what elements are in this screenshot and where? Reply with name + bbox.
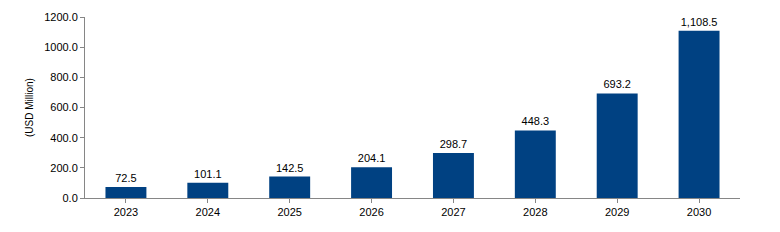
svg-text:2024: 2024: [196, 206, 220, 218]
svg-text:2030: 2030: [687, 206, 711, 218]
svg-text:(USD Million): (USD Million): [24, 78, 35, 137]
svg-text:400.0: 400.0: [50, 132, 78, 144]
svg-text:0.0: 0.0: [63, 192, 78, 204]
svg-text:142.5: 142.5: [276, 162, 304, 174]
svg-text:448.3: 448.3: [522, 115, 550, 127]
svg-text:1000.0: 1000.0: [44, 41, 78, 53]
svg-text:204.1: 204.1: [358, 152, 386, 164]
svg-text:101.1: 101.1: [194, 168, 222, 180]
svg-text:2029: 2029: [605, 206, 629, 218]
svg-text:1,108.5: 1,108.5: [681, 16, 718, 28]
svg-text:2026: 2026: [359, 206, 383, 218]
svg-text:693.2: 693.2: [603, 78, 631, 90]
svg-text:2027: 2027: [441, 206, 465, 218]
svg-text:2025: 2025: [277, 206, 301, 218]
svg-text:2028: 2028: [523, 206, 547, 218]
svg-text:200.0: 200.0: [50, 162, 78, 174]
svg-text:800.0: 800.0: [50, 71, 78, 83]
svg-text:72.5: 72.5: [115, 172, 136, 184]
svg-text:600.0: 600.0: [50, 101, 78, 113]
svg-text:298.7: 298.7: [440, 138, 468, 150]
svg-text:1200.0: 1200.0: [44, 11, 78, 23]
svg-text:2023: 2023: [114, 206, 138, 218]
